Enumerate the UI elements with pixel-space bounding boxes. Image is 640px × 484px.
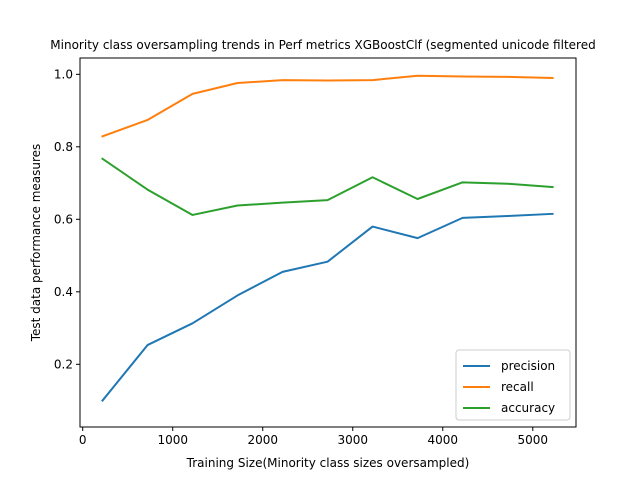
x-tick-label: 2000 [247,433,278,447]
y-axis-ticks: 0.2 0.4 0.6 0.8 1.0 [54,67,80,371]
x-tick-label: 1000 [157,433,188,447]
series-lines [101,74,554,402]
chart-legend: precision recall accuracy [455,349,571,421]
chart-title: Minority class oversampling trends in Pe… [50,38,595,52]
x-axis-ticks: 0 1000 2000 3000 4000 5000 [79,427,548,447]
plot-frame [79,57,577,428]
x-tick-label: 0 [79,433,87,447]
legend-label-recall: recall [501,380,534,394]
x-tick-label: 3000 [337,433,368,447]
y-tick-label: 1.0 [54,67,73,81]
y-tick-label: 0.6 [54,212,73,226]
series-line-recall [101,74,554,138]
legend-label-precision: precision [501,359,555,373]
y-axis-label: Test data performance measures [29,144,43,343]
y-tick-label: 0.2 [54,357,73,371]
legend-label-accuracy: accuracy [501,401,555,415]
series-line-accuracy [101,157,554,216]
series-line-precision [101,212,554,402]
y-tick-label: 0.8 [54,140,73,154]
x-tick-label: 4000 [427,433,458,447]
x-tick-label: 5000 [518,433,549,447]
legend-box [455,349,571,421]
y-tick-label: 0.4 [54,285,73,299]
x-axis-label: Training Size(Minority class sizes overs… [186,456,470,470]
